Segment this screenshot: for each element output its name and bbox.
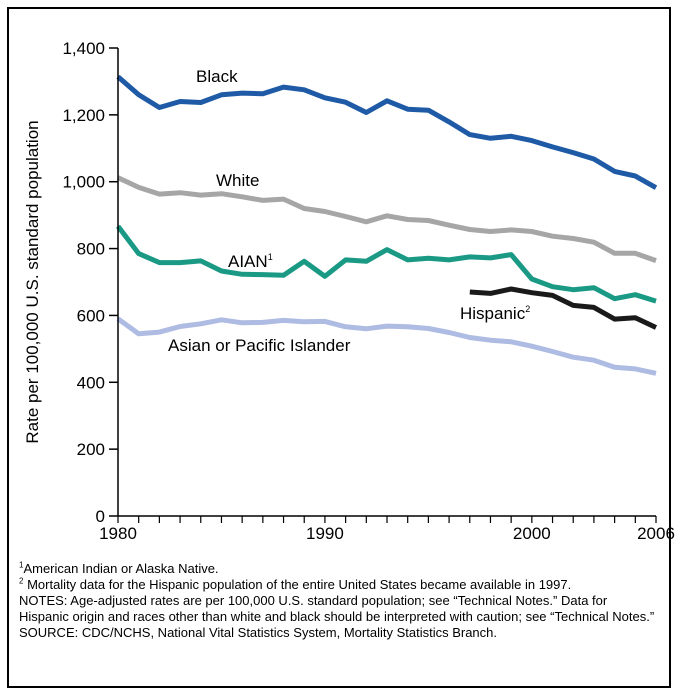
series-label-hispanic: Hispanic2 [460,304,530,323]
y-tick-label-6: 1,200 [62,106,105,125]
series-label-hispanic-text: Hispanic [460,304,526,323]
series-layer [116,74,658,376]
series-label-aian: AIAN1 [228,252,273,271]
series-line-asian-or-pacific-islander [116,316,657,376]
series-line-white [116,175,657,263]
y-tick-label-3: 600 [77,306,105,325]
footnote-1: 1American Indian or Alaska Native. [19,561,659,577]
x-tick-label-0: 1980 [99,524,137,543]
series-label-aian-text: AIAN [228,252,268,271]
series-label-white: White [216,171,259,190]
axes-layer [117,48,656,517]
y-tick-label-2: 400 [77,373,105,392]
series-label-aian-sup: 1 [268,252,273,262]
footnote-2-marker: 2 [19,576,24,586]
y-tick-label-7: 1,400 [62,39,105,58]
y-tick-label-0: 0 [96,507,105,526]
y-tick-label-5: 1,000 [62,173,105,192]
x-tick-label-2: 2000 [513,524,551,543]
line-chart: 0 200 400 600 800 1,000 1,200 1,400 1980 1990 2000… [23,39,675,543]
notes-text: NOTES: Age-adjusted rates are per 100,00… [19,593,655,624]
footnote-2-text: Mortality data for the Hispanic populati… [23,577,572,592]
y-axis-title: Rate per 100,000 U.S. standard populatio… [23,120,42,443]
ticks-layer: 0 200 400 600 800 1,000 1,200 1,400 1980 1990 2000… [62,39,674,543]
series-label-asian: Asian or Pacific Islander [168,336,351,355]
y-tick-label-4: 800 [77,240,105,259]
footnote-2: 2 Mortality data for the Hispanic popula… [19,577,659,593]
x-tick-label-1: 1990 [306,524,344,543]
series-label-hispanic-sup: 2 [525,304,530,314]
x-tick-label-3: 2006 [637,524,675,543]
footnotes: 1American Indian or Alaska Native. 2 Mor… [19,561,659,641]
y-tick-label-1: 200 [77,440,105,459]
series-line-hispanic [469,286,658,330]
series-line-aian [116,224,657,304]
footnote-1-marker: 1 [19,560,24,570]
series-label-black: Black [196,67,238,86]
footnote-1-text: American Indian or Alaska Native. [23,561,219,576]
source-text: SOURCE: CDC/NCHS, National Vital Statist… [19,625,497,640]
series-line-black [116,74,658,190]
